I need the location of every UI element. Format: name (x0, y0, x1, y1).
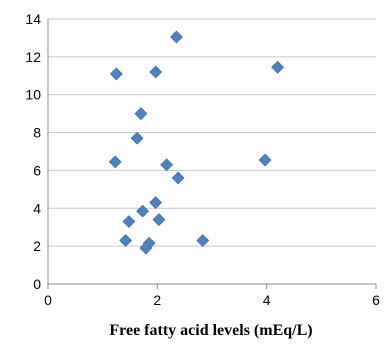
x-tick-label: 0 (44, 292, 52, 308)
data-point (152, 213, 166, 227)
data-point (109, 67, 123, 81)
data-point (160, 158, 174, 172)
x-tick-label: 2 (153, 292, 161, 308)
data-point (108, 155, 122, 169)
x-axis-title: Free fatty acid levels (mEq/L) (109, 322, 312, 339)
gridlines (48, 18, 376, 247)
y-tick-label: 12 (25, 49, 41, 65)
x-tick-label: 4 (263, 292, 271, 308)
x-tick-label: 6 (372, 292, 380, 308)
y-tick-label: 6 (33, 162, 41, 178)
data-point (134, 107, 148, 121)
y-tick-label: 2 (33, 238, 41, 254)
data-point (139, 241, 153, 255)
y-tick-label: 4 (33, 200, 41, 216)
data-point (119, 234, 133, 247)
data-point (149, 65, 163, 79)
data-point (122, 215, 136, 228)
data-point (170, 30, 183, 44)
data-point (136, 204, 149, 218)
y-tick-label: 8 (33, 125, 41, 141)
data-point (271, 60, 285, 74)
y-tick-label: 0 (33, 276, 41, 292)
x-tick-labels: 0 2 4 6 (44, 292, 380, 308)
axes (47, 19, 377, 289)
data-point (149, 196, 163, 210)
y-tick-label: 10 (25, 87, 41, 103)
data-point (130, 131, 144, 145)
data-point (171, 171, 185, 185)
y-tick-labels: 0 2 4 6 8 10 12 14 (25, 11, 41, 292)
data-point (258, 153, 272, 167)
data-point (196, 234, 210, 247)
y-tick-label: 14 (25, 11, 41, 27)
data-points (108, 30, 285, 255)
